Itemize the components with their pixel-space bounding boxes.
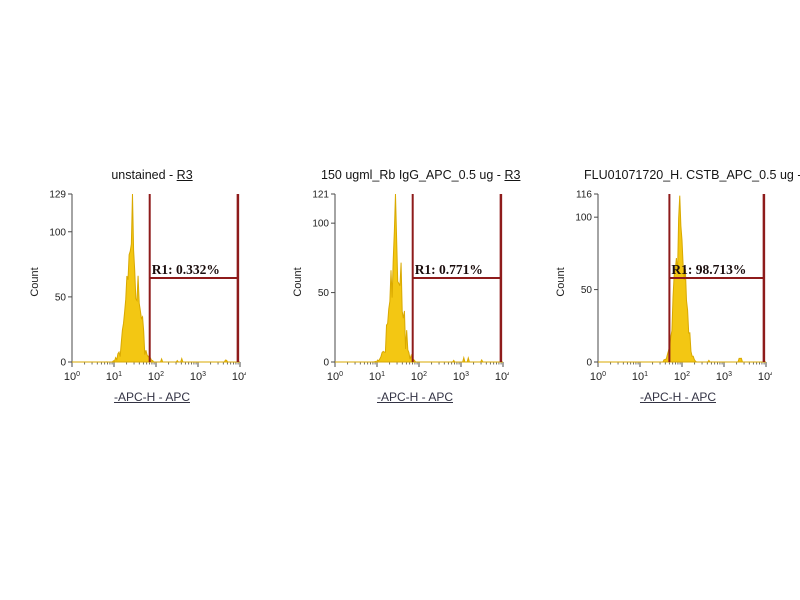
- x-tick-label: 103: [716, 371, 732, 383]
- histogram-plot: 0 50 100 116 100 101 102 103 104 R1: 98.713%: [575, 190, 772, 383]
- x-tick-label: 103: [453, 371, 469, 383]
- y-axis-label: Count: [555, 267, 567, 297]
- x-tick-label: 100: [590, 371, 606, 383]
- x-tick-label: 102: [674, 371, 690, 383]
- x-tick-label: 104: [758, 371, 772, 383]
- chart-title: 150 ugml_Rb IgG_APC_0.5 ug - R3: [291, 164, 520, 190]
- chart-title-text: FLU01071720_H. CSTB_APC_0.5 ug -...: [584, 168, 800, 182]
- y-tick-label: 100: [312, 219, 329, 230]
- x-tick-label: 102: [411, 371, 427, 383]
- y-tick-label: 0: [586, 358, 592, 369]
- flow-histogram-panel-2: 150 ugml_Rb IgG_APC_0.5 ug - R3 Count 0 5…: [291, 164, 520, 404]
- chart-title-text: 150 ugml_Rb IgG_APC_0.5 ug -: [321, 168, 505, 182]
- x-tick-label: 101: [632, 371, 648, 383]
- x-axis-label-link[interactable]: -APC-H - APC: [376, 390, 453, 404]
- x-tick-label: 100: [327, 371, 343, 383]
- x-tick-label: 101: [369, 371, 385, 383]
- y-axis-label: Count: [292, 267, 304, 297]
- y-tick-label: 100: [575, 213, 592, 224]
- x-tick-label: 104: [232, 371, 246, 383]
- y-tick-label: 116: [576, 190, 592, 201]
- x-axis-label-link[interactable]: -APC-H - APC: [639, 390, 716, 404]
- x-tick-label: 100: [64, 371, 80, 383]
- y-tick-label: 121: [312, 190, 329, 201]
- y-axis-label: Count: [29, 267, 41, 297]
- gate-region-link[interactable]: R3: [176, 168, 193, 182]
- x-tick-label: 103: [190, 371, 206, 383]
- gate-stats-label: R1: 98.713%: [671, 262, 746, 277]
- histogram-plot: 0 50 100 121 100 101 102 103 104 R1: 0.771%: [312, 190, 509, 383]
- x-tick-label: 101: [106, 371, 122, 383]
- x-axis-label: -APC-H - APC: [554, 390, 772, 404]
- y-tick-label: 0: [323, 358, 329, 369]
- x-tick-label: 104: [495, 371, 509, 383]
- histogram-plot: 0 50 100 129 100 101 102 103 104 R1: 0.332%: [49, 190, 246, 383]
- y-tick-label: 0: [60, 358, 66, 369]
- chart-title: FLU01071720_H. CSTB_APC_0.5 ug -...: [554, 164, 800, 190]
- x-axis-label: -APC-H - APC: [291, 390, 509, 404]
- y-tick-label: 50: [55, 292, 67, 303]
- gate-stats-label: R1: 0.771%: [415, 262, 483, 277]
- x-tick-label: 102: [148, 371, 164, 383]
- histogram-series: [72, 193, 240, 363]
- y-tick-label: 50: [318, 288, 330, 299]
- y-tick-label: 129: [49, 190, 66, 201]
- chart-title: unstained - R3: [28, 164, 246, 190]
- chart-title-text: unstained -: [111, 168, 177, 182]
- gate-stats-label: R1: 0.332%: [152, 262, 220, 277]
- charts-row: unstained - R3 Count 0 50 100 129 100 101 102 1…: [28, 164, 800, 404]
- flow-histogram-panel-3: FLU01071720_H. CSTB_APC_0.5 ug -... Coun…: [554, 164, 800, 404]
- histogram-series: [335, 193, 503, 363]
- flow-histogram-panel-1: unstained - R3 Count 0 50 100 129 100 101 102 1…: [28, 164, 246, 404]
- y-tick-label: 50: [581, 285, 593, 296]
- x-axis-label-link[interactable]: -APC-H - APC: [113, 390, 190, 404]
- gate-region-link[interactable]: R3: [504, 168, 521, 182]
- y-tick-label: 100: [49, 227, 66, 238]
- x-axis-label: -APC-H - APC: [28, 390, 246, 404]
